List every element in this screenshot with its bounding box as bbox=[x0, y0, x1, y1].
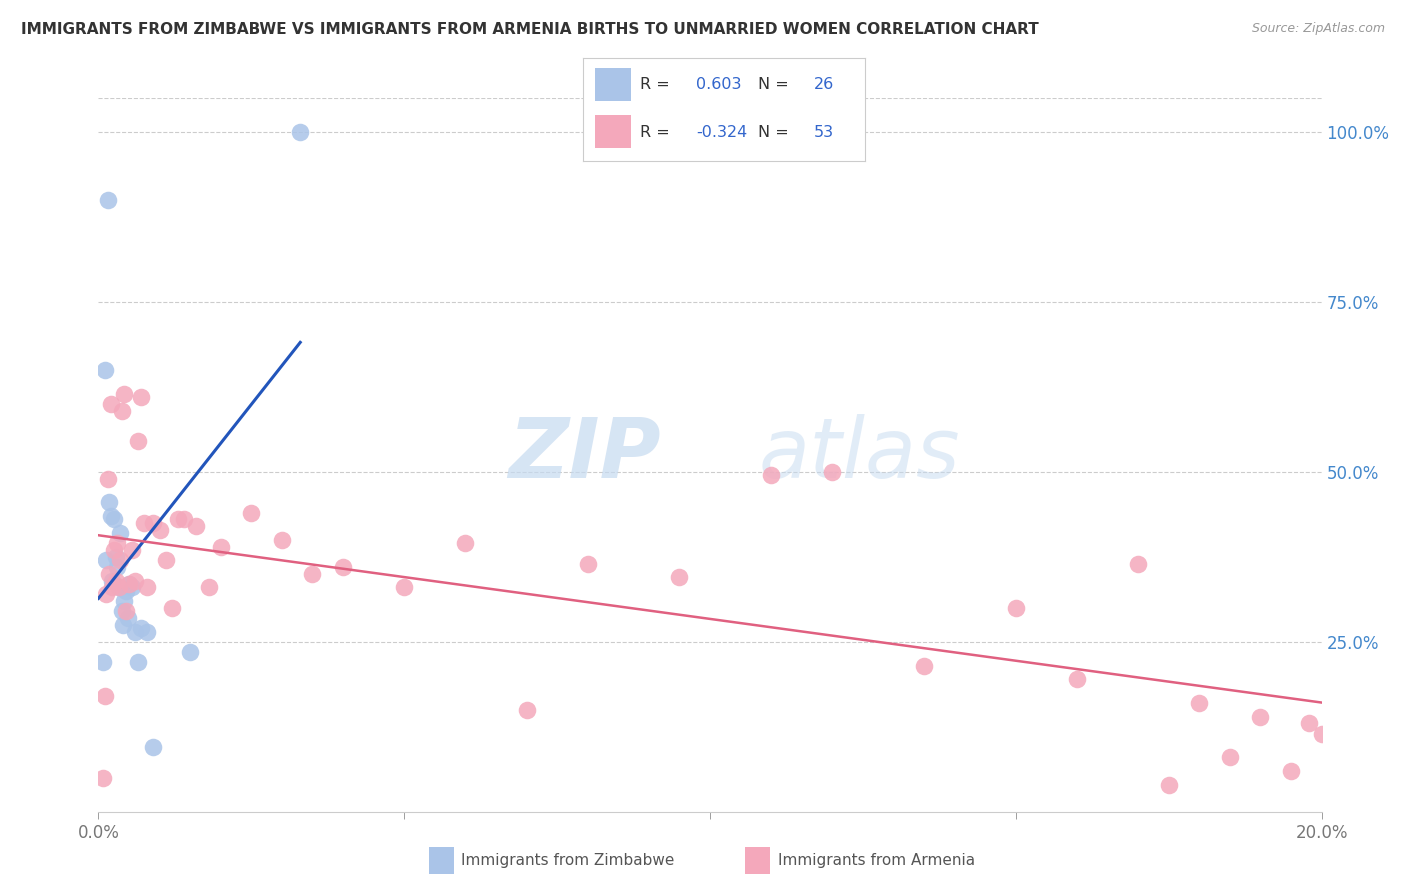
Point bbox=[97, 472, 120, 486]
Point bbox=[240, 506, 263, 520]
Point bbox=[101, 581, 124, 595]
Point bbox=[112, 386, 135, 401]
Point bbox=[1279, 764, 1302, 778]
Point bbox=[1157, 778, 1180, 792]
Point bbox=[91, 771, 114, 785]
Point bbox=[105, 560, 128, 574]
FancyBboxPatch shape bbox=[595, 115, 631, 148]
Point bbox=[134, 516, 156, 530]
Point bbox=[1004, 600, 1026, 615]
Point bbox=[118, 577, 141, 591]
Text: Immigrants from Armenia: Immigrants from Armenia bbox=[778, 854, 974, 868]
Point bbox=[129, 621, 152, 635]
Point bbox=[112, 594, 135, 608]
Point bbox=[124, 624, 146, 639]
Point bbox=[270, 533, 292, 547]
Point bbox=[1219, 750, 1241, 764]
Point bbox=[1298, 716, 1320, 731]
Point bbox=[759, 468, 782, 483]
Point bbox=[103, 512, 125, 526]
Point bbox=[516, 703, 538, 717]
Text: R =: R = bbox=[640, 125, 675, 140]
Text: 26: 26 bbox=[814, 77, 834, 92]
Text: atlas: atlas bbox=[759, 415, 960, 495]
Point bbox=[100, 397, 122, 411]
Point bbox=[94, 553, 117, 567]
Point bbox=[821, 465, 844, 479]
Point bbox=[94, 587, 117, 601]
Point bbox=[301, 566, 323, 581]
Point bbox=[160, 600, 183, 615]
Point bbox=[127, 655, 149, 669]
Point bbox=[127, 434, 149, 449]
Point bbox=[118, 577, 141, 591]
Text: 53: 53 bbox=[814, 125, 834, 140]
Text: -0.324: -0.324 bbox=[696, 125, 747, 140]
Point bbox=[111, 604, 134, 618]
Point bbox=[186, 519, 208, 533]
Point bbox=[105, 536, 128, 550]
Text: N =: N = bbox=[758, 125, 794, 140]
Point bbox=[668, 570, 690, 584]
Point bbox=[173, 512, 195, 526]
Point bbox=[1310, 726, 1333, 740]
Point bbox=[121, 543, 143, 558]
Point bbox=[167, 512, 190, 526]
Point bbox=[1188, 696, 1211, 710]
Point bbox=[107, 581, 129, 595]
Point bbox=[117, 611, 139, 625]
Point bbox=[155, 553, 177, 567]
Point bbox=[98, 495, 121, 509]
Point bbox=[111, 617, 134, 632]
Point bbox=[136, 624, 159, 639]
Point bbox=[108, 526, 131, 541]
Point bbox=[91, 655, 114, 669]
Point bbox=[142, 740, 165, 755]
Text: IMMIGRANTS FROM ZIMBABWE VS IMMIGRANTS FROM ARMENIA BIRTHS TO UNMARRIED WOMEN CO: IMMIGRANTS FROM ZIMBABWE VS IMMIGRANTS F… bbox=[21, 22, 1039, 37]
Point bbox=[149, 523, 172, 537]
Point bbox=[124, 574, 146, 588]
Point bbox=[1249, 709, 1271, 723]
Point bbox=[97, 193, 120, 207]
Point bbox=[576, 557, 599, 571]
Point bbox=[103, 543, 125, 558]
Point bbox=[332, 560, 354, 574]
Point bbox=[121, 581, 143, 595]
Point bbox=[93, 363, 115, 377]
Point bbox=[1066, 672, 1088, 686]
Point bbox=[104, 574, 127, 588]
Point bbox=[98, 566, 121, 581]
Point bbox=[179, 645, 201, 659]
FancyBboxPatch shape bbox=[595, 69, 631, 101]
Point bbox=[129, 390, 152, 404]
Point bbox=[101, 574, 124, 588]
Point bbox=[454, 536, 477, 550]
Point bbox=[111, 403, 134, 417]
Point bbox=[104, 549, 127, 564]
Point bbox=[115, 604, 138, 618]
Text: N =: N = bbox=[758, 77, 794, 92]
Point bbox=[142, 516, 165, 530]
Point bbox=[136, 581, 159, 595]
Point bbox=[1128, 557, 1150, 571]
Point bbox=[100, 509, 122, 524]
Text: Immigrants from Zimbabwe: Immigrants from Zimbabwe bbox=[461, 854, 675, 868]
Point bbox=[290, 125, 312, 139]
Point bbox=[209, 540, 232, 554]
Text: Source: ZipAtlas.com: Source: ZipAtlas.com bbox=[1251, 22, 1385, 36]
Point bbox=[107, 581, 129, 595]
Point bbox=[392, 581, 416, 595]
Text: ZIP: ZIP bbox=[509, 415, 661, 495]
Point bbox=[197, 581, 219, 595]
Point bbox=[912, 658, 935, 673]
Point bbox=[93, 689, 115, 703]
Point bbox=[115, 583, 138, 598]
Text: R =: R = bbox=[640, 77, 675, 92]
Text: 0.603: 0.603 bbox=[696, 77, 741, 92]
Point bbox=[108, 553, 131, 567]
